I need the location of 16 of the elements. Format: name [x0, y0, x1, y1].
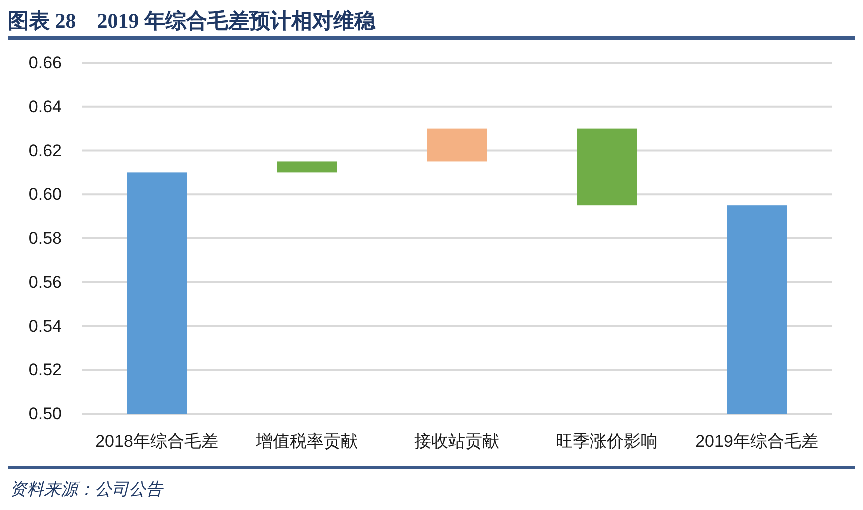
y-tick-label: 0.66 — [28, 54, 62, 72]
title: 图表 28 2019 年综合毛差预计相对维稳 — [8, 9, 376, 33]
y-tick-label: 0.54 — [28, 316, 62, 336]
y-tick-label: 0.58 — [28, 229, 62, 248]
x-tick-label: 2019年综合毛差 — [696, 432, 818, 451]
y-tick-label: 0.56 — [28, 272, 62, 292]
x-tick-label: 增值税率贡献 — [255, 432, 358, 451]
y-tick-label: 0.60 — [28, 185, 62, 204]
y-tick-label: 0.50 — [28, 404, 62, 424]
y-tick-label: 0.64 — [28, 97, 62, 116]
y-tick-label: 0.62 — [28, 141, 62, 160]
annotation: 资料来源：公司公告 — [10, 480, 163, 499]
x-tick-label: 旺季涨价影响 — [556, 432, 658, 451]
y-tick-label: 0.52 — [28, 360, 62, 380]
x-tick-label: 接收站贡献 — [414, 432, 500, 451]
x-tick-label: 2018年综合毛差 — [96, 432, 218, 451]
